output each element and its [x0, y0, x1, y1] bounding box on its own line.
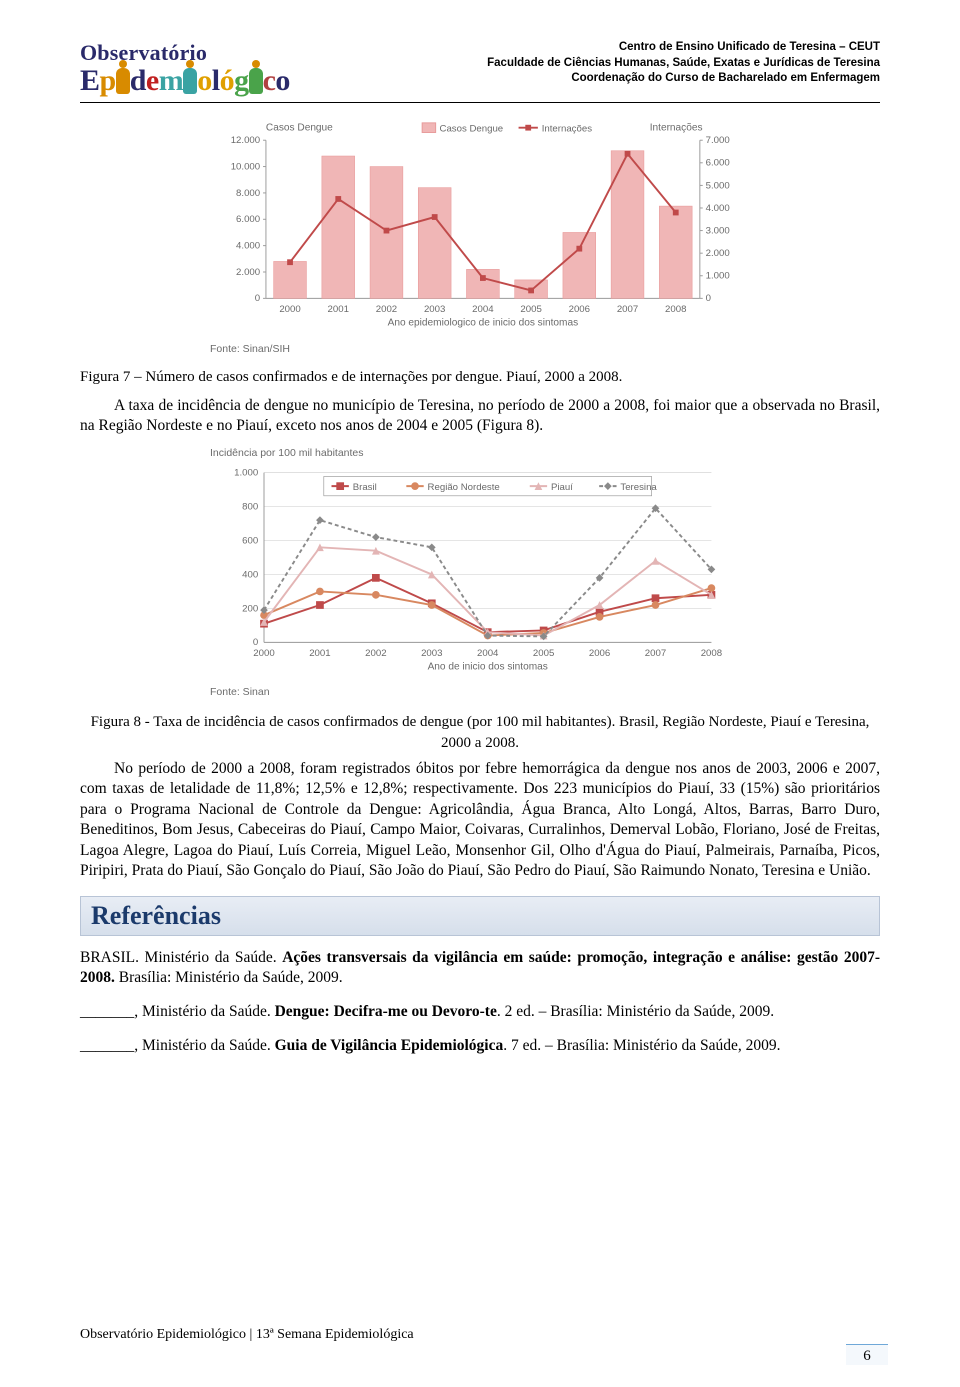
ref-bold: Dengue: Decifra-me ou Devoro-te	[275, 1003, 497, 1020]
svg-text:1.000: 1.000	[706, 271, 730, 282]
chart1-source: Fonte: Sinan/SIH	[210, 343, 750, 355]
ref-bold: Guia de Vigilância Epidemiológica	[275, 1037, 504, 1054]
footer-text: Observatório Epidemiológico | 13ª Semana…	[80, 1327, 414, 1343]
svg-text:6.000: 6.000	[706, 158, 730, 169]
para-between-figs: A taxa de incidência de dengue no municí…	[80, 396, 880, 437]
svg-text:2006: 2006	[589, 648, 610, 659]
svg-text:600: 600	[242, 535, 258, 546]
svg-text:2005: 2005	[533, 648, 554, 659]
svg-text:2.000: 2.000	[236, 267, 260, 278]
ref-post: . 7 ed. – Brasília: Ministério da Saúde,…	[503, 1037, 780, 1054]
svg-text:2004: 2004	[472, 304, 494, 315]
svg-text:Piauí: Piauí	[551, 482, 573, 493]
svg-text:4.000: 4.000	[706, 203, 730, 214]
svg-text:2002: 2002	[376, 304, 397, 315]
svg-text:2005: 2005	[520, 304, 541, 315]
svg-text:2008: 2008	[701, 648, 722, 659]
svg-text:5.000: 5.000	[706, 180, 730, 191]
svg-text:10.000: 10.000	[231, 161, 260, 172]
header-divider	[80, 102, 880, 103]
person-icon	[249, 68, 263, 94]
inst-line: Coordenação do Curso de Bacharelado em E…	[487, 71, 880, 87]
institution-block: Centro de Ensino Unificado de Teresina –…	[487, 40, 880, 87]
svg-text:6.000: 6.000	[236, 214, 260, 225]
svg-text:Casos Dengue: Casos Dengue	[266, 123, 333, 134]
svg-text:Brasil: Brasil	[353, 482, 377, 493]
svg-text:2007: 2007	[617, 304, 638, 315]
ref-pre: BRASIL. Ministério da Saúde.	[80, 949, 282, 966]
page-header: Observatório Epdemológco Centro de Ensin…	[80, 40, 880, 96]
references-heading: Referências	[80, 896, 880, 936]
figure7-caption: Figura 7 – Número de casos confirmados e…	[80, 369, 880, 386]
main-paragraph: No período de 2000 a 2008, foram registr…	[80, 759, 880, 882]
svg-text:2003: 2003	[424, 304, 445, 315]
chart2-title: Incidência por 100 mil habitantes	[210, 447, 750, 459]
svg-text:2006: 2006	[569, 304, 590, 315]
reference-item: _______, Ministério da Saúde. Guia de Vi…	[80, 1036, 880, 1056]
svg-text:4.000: 4.000	[236, 241, 260, 252]
svg-text:Região Nordeste: Região Nordeste	[428, 482, 500, 493]
logo-word: Epdemológco	[80, 66, 360, 96]
svg-text:Ano de inicio dos sintomas: Ano de inicio dos sintomas	[428, 661, 548, 672]
svg-text:Ano epidemiologico de inicio d: Ano epidemiologico de inicio dos sintoma…	[388, 317, 579, 328]
svg-text:2007: 2007	[645, 648, 666, 659]
svg-text:Casos Dengue: Casos Dengue	[440, 124, 504, 135]
reference-item: _______, Ministério da Saúde. Dengue: De…	[80, 1002, 880, 1022]
svg-text:800: 800	[242, 501, 258, 512]
svg-text:1.000: 1.000	[234, 467, 258, 478]
inst-line: Centro de Ensino Unificado de Teresina –…	[487, 40, 880, 56]
chart1-container: Casos Dengue Internações Casos Dengue Inter…	[200, 113, 760, 359]
chart2-svg: 0 200 400 600 800 1.000 Brasil Região Nordeste P…	[210, 463, 750, 685]
svg-text:2000: 2000	[279, 304, 300, 315]
ref-pre: _______, Ministério da Saúde.	[80, 1003, 275, 1020]
chart2-source: Fonte: Sinan	[210, 686, 750, 698]
ref-pre: _______, Ministério da Saúde.	[80, 1037, 275, 1054]
svg-text:200: 200	[242, 603, 258, 614]
svg-text:2002: 2002	[365, 648, 386, 659]
svg-text:2001: 2001	[328, 304, 349, 315]
page: Observatório Epdemológco Centro de Ensin…	[0, 0, 960, 1387]
svg-text:2008: 2008	[665, 304, 686, 315]
svg-text:Internações: Internações	[542, 124, 592, 135]
svg-text:12.000: 12.000	[231, 135, 260, 146]
svg-text:0: 0	[706, 293, 711, 304]
page-number: 6	[846, 1344, 888, 1365]
figure8-caption: Figura 8 - Taxa de incidência de casos c…	[80, 712, 880, 753]
svg-text:2000: 2000	[253, 648, 274, 659]
person-icon	[116, 68, 130, 94]
chart2-container: Incidência por 100 mil habitantes 020040…	[200, 441, 760, 703]
svg-text:2004: 2004	[477, 648, 499, 659]
ref-post: Brasília: Ministério da Saúde, 2009.	[115, 969, 343, 986]
svg-text:3.000: 3.000	[706, 225, 730, 236]
svg-text:2.000: 2.000	[706, 248, 730, 259]
svg-text:400: 400	[242, 569, 258, 580]
chart1-svg: Casos Dengue Internações Casos Dengue Inter…	[210, 119, 750, 341]
person-icon	[183, 68, 197, 94]
reference-item: BRASIL. Ministério da Saúde. Ações trans…	[80, 948, 880, 988]
inst-line: Faculdade de Ciências Humanas, Saúde, Ex…	[487, 56, 880, 72]
svg-text:Teresina: Teresina	[620, 482, 657, 493]
logo-block: Observatório Epdemológco	[80, 40, 360, 96]
ref-post: . 2 ed. – Brasília: Ministério da Saúde,…	[497, 1003, 774, 1020]
svg-text:0: 0	[253, 637, 258, 648]
svg-text:0: 0	[255, 293, 260, 304]
svg-text:7.000: 7.000	[706, 135, 730, 146]
svg-text:2003: 2003	[421, 648, 442, 659]
svg-text:Internações: Internações	[650, 123, 703, 134]
svg-text:2001: 2001	[309, 648, 330, 659]
svg-text:8.000: 8.000	[236, 188, 260, 199]
